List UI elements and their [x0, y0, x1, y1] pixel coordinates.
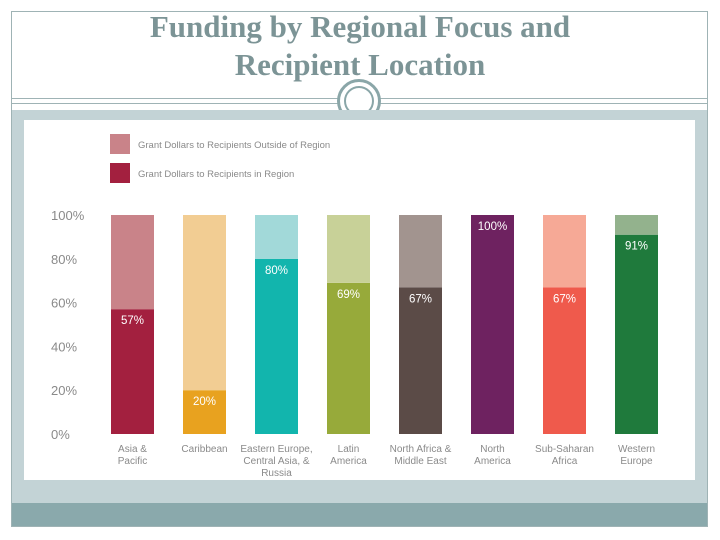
chart-panel: Grant Dollars to Recipients Outside of R…: [24, 120, 695, 480]
bar-in-region: [615, 234, 658, 434]
chart-legend: Grant Dollars to Recipients Outside of R…: [110, 134, 330, 183]
slide-title: Funding by Regional Focus and Recipient …: [0, 8, 720, 84]
x-category-label: Europe: [620, 456, 653, 467]
footer-band: [12, 503, 707, 526]
bar-in-region: [327, 282, 370, 434]
y-tick-label: 80%: [51, 252, 77, 267]
bar-in-region: [543, 287, 586, 434]
x-category-label: Eastern Europe,: [240, 444, 312, 455]
x-category-label: America: [330, 456, 367, 467]
y-tick-label: 20%: [51, 383, 77, 398]
y-axis: 0% 20% 40% 60% 80% 100%: [51, 208, 85, 442]
x-category-label: Pacific: [118, 456, 147, 467]
bar-data-label: 69%: [337, 289, 360, 301]
y-tick-label: 0%: [51, 427, 70, 442]
bar-data-label: 67%: [409, 293, 432, 305]
y-tick-label: 40%: [51, 339, 77, 354]
y-tick-label: 60%: [51, 296, 77, 311]
x-category-label: Western: [618, 444, 655, 455]
x-category-label: Caribbean: [181, 444, 227, 455]
x-category-label: Latin: [338, 444, 360, 455]
legend-label-1: Grant Dollars to Recipients Outside of R…: [138, 140, 330, 151]
bar-data-label: 67%: [553, 293, 576, 305]
bars: 57% 20% 80% 69% 67% 100% 67% 91%: [111, 215, 658, 434]
bar-outside-region: [615, 215, 658, 235]
bar-outside-region: [183, 215, 226, 391]
bar-in-region: [183, 390, 226, 434]
x-category-label: Africa: [552, 456, 578, 467]
bar-in-region: [255, 258, 298, 434]
bar-outside-region: [543, 215, 586, 288]
legend-swatch-2: [110, 163, 130, 183]
x-category-label: North: [480, 444, 504, 455]
bar-in-region: [111, 309, 154, 434]
bar-outside-region: [399, 215, 442, 288]
legend-label-2: Grant Dollars to Recipients in Region: [138, 169, 294, 180]
x-category-label: Central Asia, &: [243, 456, 309, 467]
bar-data-label: 91%: [625, 241, 648, 253]
x-category-label: North Africa &: [390, 444, 452, 455]
bar-in-region: [399, 287, 442, 434]
bar-data-label: 80%: [265, 265, 288, 277]
x-category-label: Sub-Saharan: [535, 444, 594, 455]
bar-data-label: 100%: [478, 221, 507, 233]
bar-outside-region: [111, 215, 154, 310]
slide-title-line-2: Recipient Location: [234, 47, 486, 82]
bar-data-label: 57%: [121, 315, 144, 327]
x-category-label: Russia: [261, 468, 292, 479]
slide-title-line-1: Funding by Regional Focus and: [149, 9, 571, 44]
legend-swatch-1: [110, 134, 130, 154]
stacked-bar-chart: Grant Dollars to Recipients Outside of R…: [51, 134, 658, 479]
bar-in-region: [471, 215, 514, 434]
slide-frame: [11, 11, 708, 527]
y-tick-label: 100%: [51, 208, 85, 223]
x-category-label: America: [474, 456, 511, 467]
x-axis: Asia &Pacific Caribbean Eastern Europe,Cen…: [118, 444, 655, 479]
bar-data-label: 20%: [193, 396, 216, 408]
bar-outside-region: [255, 215, 298, 259]
bar-outside-region: [327, 215, 370, 283]
x-category-label: Middle East: [394, 456, 446, 467]
x-category-label: Asia &: [118, 444, 147, 455]
